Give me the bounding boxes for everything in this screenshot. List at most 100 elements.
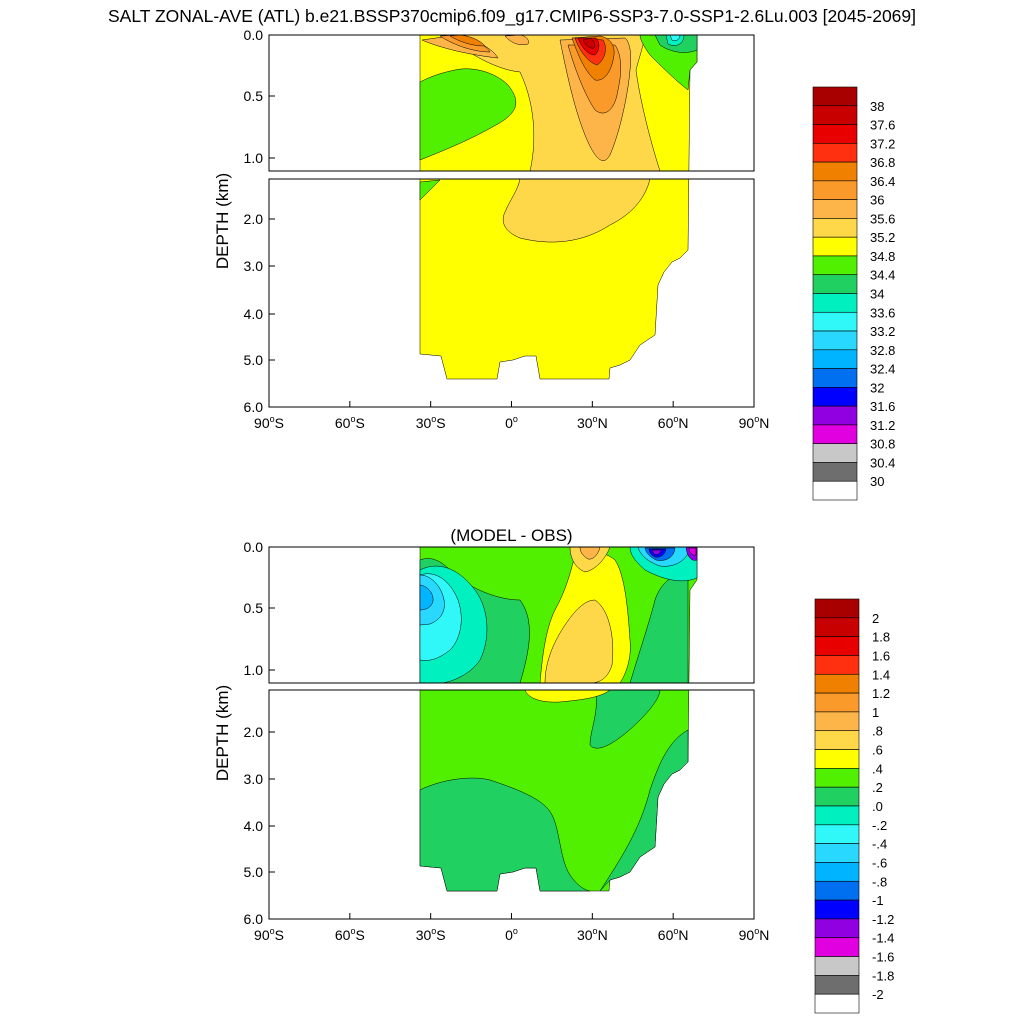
colorbar-label: 2 — [872, 611, 879, 626]
colorbar-label: 35.2 — [870, 230, 895, 245]
colorbar-label: 32.8 — [870, 343, 895, 358]
panel-gap — [269, 171, 754, 179]
contour-region-12 — [524, 689, 611, 703]
y-tick-label: 5.0 — [244, 864, 264, 880]
colorbar-label: 35.6 — [870, 211, 895, 226]
y-tick-label: 0.0 — [244, 27, 264, 43]
colorbar-swatch — [814, 617, 860, 637]
colorbar-label: 34.8 — [870, 249, 895, 264]
colorbar-label: 34.4 — [870, 268, 895, 283]
colorbar-label: .8 — [872, 724, 883, 739]
colorbar-swatch — [814, 805, 860, 826]
colorbar-swatch — [814, 843, 860, 863]
salinity-field — [419, 547, 698, 892]
colorbar-swatch — [814, 918, 860, 939]
y-tick-label: 2.0 — [244, 724, 264, 740]
panel-gap — [269, 683, 754, 690]
colorbar-label: -1 — [872, 893, 884, 908]
colorbar-label: 38 — [870, 99, 884, 114]
colorbar-swatch — [812, 255, 858, 276]
colorbar-label: -2 — [872, 987, 884, 1002]
colorbar-swatch — [812, 105, 858, 125]
colorbar-swatch — [812, 86, 858, 107]
y-tick-label: 4.0 — [244, 306, 264, 322]
colorbar-swatch — [812, 387, 858, 407]
colorbar-swatch — [812, 143, 858, 163]
colorbar-label: 33.2 — [870, 324, 895, 339]
colorbar-swatch — [812, 443, 858, 463]
colorbar-label: 36.4 — [870, 174, 895, 189]
colorbar-swatch — [812, 124, 858, 144]
contour-region-6 — [589, 689, 661, 749]
colorbar-label: .6 — [872, 743, 883, 758]
chart-1: 90oS 60oS 30oS 0o 30oN 60oN 90oN 0.0 0.5 1.0 2.0 3.… — [213, 27, 895, 501]
colorbar-swatch — [814, 937, 860, 957]
colorbar-label: 30.8 — [870, 437, 895, 452]
colorbar-swatch — [812, 180, 858, 200]
contour-region-3 — [419, 179, 441, 201]
upper-panel-frame — [268, 546, 755, 684]
colorbar-swatch — [812, 161, 858, 182]
x-tick-label: 30oS — [416, 414, 446, 431]
x-tick-label: 30oN — [577, 926, 608, 943]
y-tick-label: 4.0 — [244, 818, 264, 834]
colorbar-swatch — [814, 975, 860, 995]
y-axis-label: DEPTH (km) — [213, 173, 232, 269]
y-tick-label: 5.0 — [244, 352, 264, 368]
colorbar-swatch — [812, 462, 858, 482]
contour-region-5 — [502, 178, 651, 243]
contour-region-14 — [569, 547, 611, 573]
colorbar-swatch — [814, 711, 860, 732]
contour-region-2 — [419, 68, 517, 161]
colorbar-label: -1.8 — [872, 968, 894, 983]
colorbar-label: 1.4 — [872, 667, 890, 682]
x-tick-label: 60oN — [658, 414, 689, 431]
colorbar-label: .4 — [872, 761, 883, 776]
colorbar-label: 30 — [870, 474, 884, 489]
contour-region-15 — [504, 35, 529, 45]
colorbar-label: -1.6 — [872, 950, 894, 965]
colorbar-swatch — [812, 293, 858, 313]
x-tick-label: 0o — [505, 414, 518, 431]
colorbar-label: 36 — [870, 193, 884, 208]
contour-region-15 — [579, 547, 601, 560]
colorbar-swatch — [812, 424, 858, 444]
colorbar-label: -1.2 — [872, 912, 894, 927]
y-tick-label: 0.0 — [244, 539, 264, 555]
colorbar-label: -.2 — [872, 818, 887, 833]
colorbar-swatch — [812, 199, 858, 219]
colorbar-swatch — [814, 655, 860, 675]
contour-region-10 — [419, 584, 434, 611]
colorbar-swatch — [814, 956, 860, 976]
contour-region-2 — [419, 777, 591, 892]
colorbar-swatch — [814, 768, 860, 788]
colorbar-label: -.6 — [872, 855, 887, 870]
y-tick-label: 6.0 — [244, 399, 264, 415]
contour-region-14 — [582, 37, 596, 49]
colorbar-swatch — [812, 311, 858, 332]
x-tick-label: 60oS — [335, 414, 365, 431]
colorbar-label: 1.8 — [872, 630, 890, 645]
colorbar-label: 37.6 — [870, 118, 895, 133]
colorbar-swatch — [814, 598, 860, 619]
contour-region-22 — [688, 547, 697, 556]
contour-region-3 — [599, 729, 689, 892]
colorbar-swatch — [814, 899, 860, 920]
colorbar-swatch — [814, 824, 860, 844]
y-axis-label: DEPTH (km) — [213, 685, 232, 781]
y-tick-label: 1.0 — [244, 150, 264, 166]
colorbar-swatch — [814, 880, 860, 901]
x-tick-label: 30oS — [416, 926, 446, 943]
colorbar-swatch — [812, 480, 858, 501]
y-tick-label: 6.0 — [244, 911, 264, 927]
colorbar-label: 32.4 — [870, 362, 895, 377]
contour-region-20 — [651, 549, 662, 555]
colorbar-label: 1.6 — [872, 648, 890, 663]
x-tick-label: 60oS — [335, 926, 365, 943]
colorbar-label: 1 — [872, 705, 879, 720]
colorbar-swatch — [814, 786, 860, 807]
colorbar-swatch — [814, 993, 860, 1014]
y-tick-label: 0.5 — [244, 88, 264, 104]
colorbar-label: -1.4 — [872, 931, 894, 946]
y-tick-label: 1.0 — [244, 662, 264, 678]
